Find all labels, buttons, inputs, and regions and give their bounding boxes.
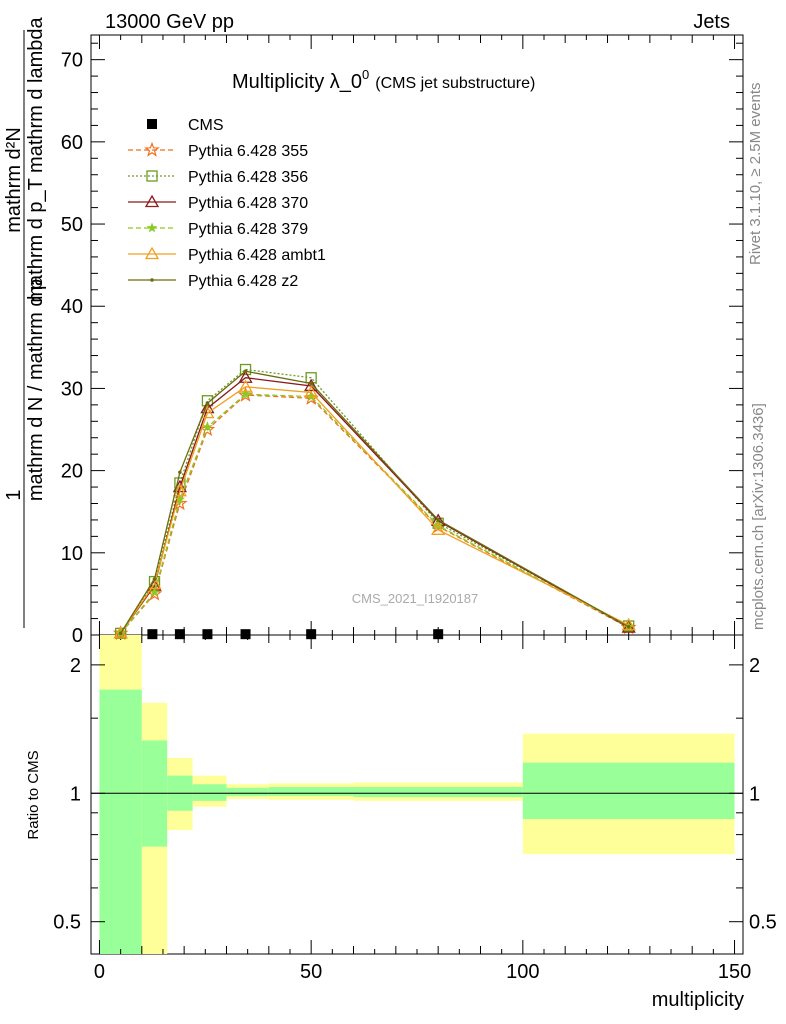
main-ytick-label: 40 [61,296,83,318]
ratio-ytick-label-right: 1 [749,783,760,805]
series-6 [118,369,631,636]
legend-marker-4 [146,222,158,233]
legend-marker-2 [146,170,158,182]
ylabel-numerator: 1 [3,489,25,500]
main-ytick-label: 50 [61,214,83,236]
legend-label-6: Pythia 6.428 z2 [188,273,298,290]
main-ytick-label: 60 [61,132,83,154]
main-ytick-label: 10 [61,543,83,565]
data-point-4-3 [202,421,213,432]
watermark: CMS_2021_I1920187 [352,591,479,606]
data-point-0-4 [306,629,317,640]
series-0 [147,629,444,640]
series-group [112,363,637,640]
data-point-6-1 [152,577,157,581]
main-ytick-label: 30 [61,378,83,400]
rivet-label: Rivet 3.1.10, ≥ 2.5M events [747,83,764,266]
legend-marker-0 [147,119,157,129]
data-point-6-3 [205,401,210,406]
ratio-ytick-label-right: 0.5 [749,912,777,934]
mcplots-label: mcplots.cern.ch [arXiv:1306.3436] [750,403,767,630]
ylabel-bottom: mathrm d p_T mathrm d lambda [25,16,47,302]
ratio-y-ticks: 0.5 0.5 1 1 2 2 [53,655,777,934]
data-point-5-2 [172,483,188,497]
ylabel-top: mathrm d²N [3,127,25,233]
main-ytick-label: 0 [72,625,83,647]
ratio-ytick-label-right: 2 [749,655,760,677]
legend-marker-6 [150,278,154,282]
xtick-label: 100 [506,961,539,983]
data-point-2-3 [201,395,214,407]
series-line-5 [120,386,629,634]
data-point-5-4 [238,379,253,392]
data-point-0-1 [174,629,185,640]
ratio-band-green-5 [268,786,354,797]
data-point-6-4 [243,369,248,373]
legend-label-2: Pythia 6.428 356 [188,169,308,186]
ratio-band-green-0 [99,689,142,954]
data-point-0-2 [202,629,213,640]
main-y-ticks: 0 10 20 30 40 50 60 70 [61,42,743,647]
data-point-6-7 [626,624,631,629]
legend-marker-5 [144,246,160,260]
ratio-ytick-label-left: 1 [70,783,81,805]
ratio-bands [91,635,743,954]
data-point-4-4 [240,388,251,399]
header-left: 13000 GeV pp [105,11,234,33]
ratio-ylabel: Ratio to CMS [25,750,42,839]
ratio-band-green-6 [353,786,523,798]
data-point-0-0 [147,629,158,640]
ratio-band-green-3 [192,784,227,801]
ratio-band-green-4 [226,787,269,797]
data-point-6-2 [178,470,182,475]
legend-label-0: CMS [188,117,224,134]
ratio-ytick-label-left: 0.5 [53,912,81,934]
legend: CMS Pythia 6.428 355 Pythia 6.428 356 Pythi… [128,117,326,290]
data-point-6-0 [118,631,123,636]
ylabel-denominator: mathrm d N / mathrm d p [25,279,47,501]
legend-label-4: Pythia 6.428 379 [188,221,308,238]
ratio-ytick-label-left: 2 [70,655,81,677]
data-point-5-0 [113,626,128,639]
data-point-2-4 [239,363,252,376]
legend-label-3: Pythia 6.428 370 [188,195,308,212]
data-point-5-6 [431,522,446,535]
legend-label-1: Pythia 6.428 355 [188,143,308,160]
main-ytick-label: 20 [61,461,83,483]
xtick-label: 150 [718,961,751,983]
data-point-5-5 [304,385,319,398]
data-point-6-5 [309,381,313,386]
legend-label-5: Pythia 6.428 ambt1 [188,247,326,264]
main-ylabel: 1 mathrm d N / mathrm d p mathrm d²N mat… [3,16,47,628]
legend-marker-1 [144,141,160,157]
data-point-6-6 [436,518,440,522]
data-point-4-6 [432,520,444,531]
data-point-3-4 [238,370,253,383]
chart-title: Multiplicity λ_00(CMS jet substructure) [232,67,535,93]
x-axis-label: multiplicity [652,989,744,1011]
xtick-label: 0 [94,961,105,983]
main-ytick-label: 70 [61,50,83,72]
data-point-4-5 [305,391,317,402]
series-line-6 [120,370,630,634]
data-point-0-3 [240,629,251,640]
xtick-label: 50 [300,961,322,983]
header-right: Jets [693,11,730,33]
data-point-4-2 [174,493,186,504]
legend-marker-3 [144,194,160,208]
data-point-3-5 [304,378,319,392]
data-point-4-1 [149,586,160,597]
ratio-band-green-7 [522,762,735,820]
series-line-4 [120,393,630,634]
data-point-0-5 [433,629,444,640]
